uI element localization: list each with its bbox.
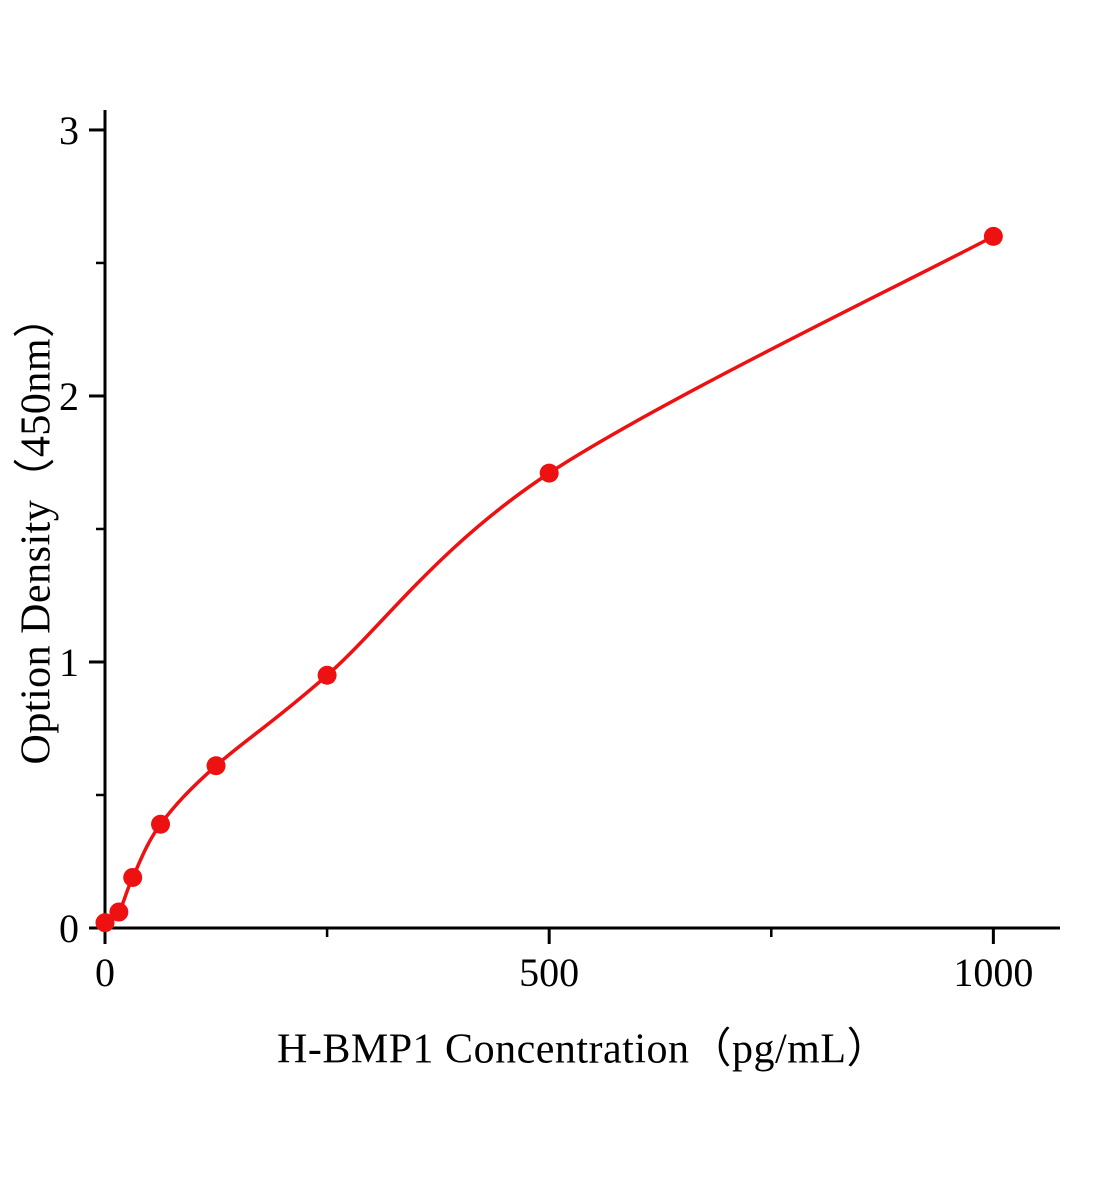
data-point [95, 913, 115, 933]
data-point [151, 814, 171, 834]
y-tick-label: 1 [59, 640, 79, 685]
y-tick-label: 0 [59, 906, 79, 951]
x-tick-label: 0 [95, 950, 115, 995]
data-point [109, 902, 129, 922]
x-tick-label: 1000 [953, 950, 1033, 995]
data-point [123, 867, 143, 887]
y-axis-label: Option Density（450nm） [13, 295, 60, 765]
data-point [983, 226, 1003, 246]
fit-curve [103, 234, 996, 925]
x-tick-label: 500 [519, 950, 579, 995]
y-tick-label: 3 [59, 108, 79, 153]
data-point [317, 665, 337, 685]
y-tick-label: 2 [59, 374, 79, 419]
x-axis-label: H-BMP1 Concentration（pg/mL） [277, 1026, 889, 1073]
data-point [206, 756, 226, 776]
data-point [539, 463, 559, 483]
